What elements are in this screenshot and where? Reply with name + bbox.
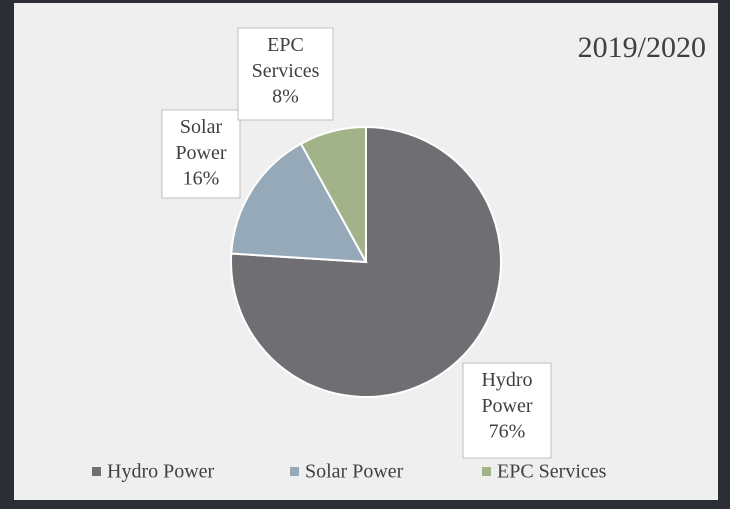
legend-label: Hydro Power bbox=[107, 461, 215, 483]
data-label-value: 16% bbox=[183, 168, 220, 190]
data-label-name: Hydro bbox=[481, 369, 532, 391]
data-label-name: Power bbox=[175, 142, 226, 164]
legend-swatch bbox=[290, 467, 299, 476]
data-label-box bbox=[237, 27, 334, 121]
data-label-name: EPC bbox=[267, 34, 304, 56]
data-label: Hydro Power bbox=[481, 369, 532, 417]
chart-title: 2019/2020 bbox=[578, 31, 706, 64]
legend-swatch bbox=[482, 467, 491, 476]
pie-slice bbox=[299, 125, 367, 263]
pie-slice bbox=[230, 142, 368, 264]
data-label-box bbox=[462, 362, 552, 459]
data-label-value: 8% bbox=[272, 86, 299, 108]
legend-label: EPC Services bbox=[497, 461, 607, 483]
data-label: Solar Power bbox=[175, 116, 226, 164]
data-label: EPC Services bbox=[252, 34, 320, 82]
data-label-name: Solar bbox=[180, 116, 223, 138]
data-label-value: 76% bbox=[489, 421, 526, 443]
data-label-name: Power bbox=[481, 395, 532, 417]
legend-label: Solar Power bbox=[305, 461, 404, 483]
data-label-name: Services bbox=[252, 60, 320, 82]
data-label-box bbox=[161, 109, 241, 199]
legend-swatch bbox=[92, 467, 101, 476]
